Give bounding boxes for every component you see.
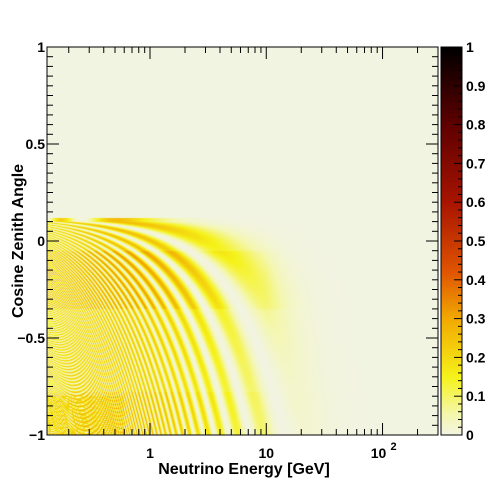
y-tick-label: −1 xyxy=(29,427,45,443)
y-axis-title: Cosine Zenith Angle xyxy=(10,164,27,318)
colorbar-ticks xyxy=(454,46,462,436)
x-axis-title: Neutrino Energy [GeV] xyxy=(158,461,330,478)
colorbar-tick-label: 0.6 xyxy=(466,194,486,210)
y-tick-label: 1 xyxy=(37,39,45,55)
y-tick-labels: 1 0.5 0 −0.5 −1 xyxy=(17,39,45,443)
x-tick-label: 1 xyxy=(146,445,154,461)
colorbar-tick-label: 0.7 xyxy=(466,155,486,171)
y-tick-label: 0.5 xyxy=(26,136,46,152)
colorbar-tick-label: 0.3 xyxy=(466,311,486,327)
colorbar-tick-label: 0.2 xyxy=(466,349,486,365)
x-tick-labels: 1 10 10 2 xyxy=(146,441,396,461)
colorbar-tick-label: 0.4 xyxy=(466,272,486,288)
colorbar-tick-label: 0.8 xyxy=(466,117,486,133)
colorbar-tick-label: 0.5 xyxy=(466,233,486,249)
colorbar-image xyxy=(441,47,462,435)
heatmap-image xyxy=(47,47,438,435)
colorbar-tick-label: 0 xyxy=(466,427,474,443)
x-tick-label: 10 xyxy=(258,445,274,461)
y-tick-label: −0.5 xyxy=(17,330,45,346)
plot-frame xyxy=(46,46,439,436)
colorbar-tick-label: 0.1 xyxy=(466,388,486,404)
x-tick-label: 10 xyxy=(371,445,387,461)
y-tick-label: 0 xyxy=(37,233,45,249)
colorbar-tick-labels: 1 0.9 0.8 0.7 0.6 0.5 0.4 0.3 0.2 0.1 0 xyxy=(466,39,486,443)
colorbar-tick-label: 0.9 xyxy=(466,78,486,94)
colorbar-tick-label: 1 xyxy=(466,39,474,55)
x-tick-exponent: 2 xyxy=(390,441,396,453)
